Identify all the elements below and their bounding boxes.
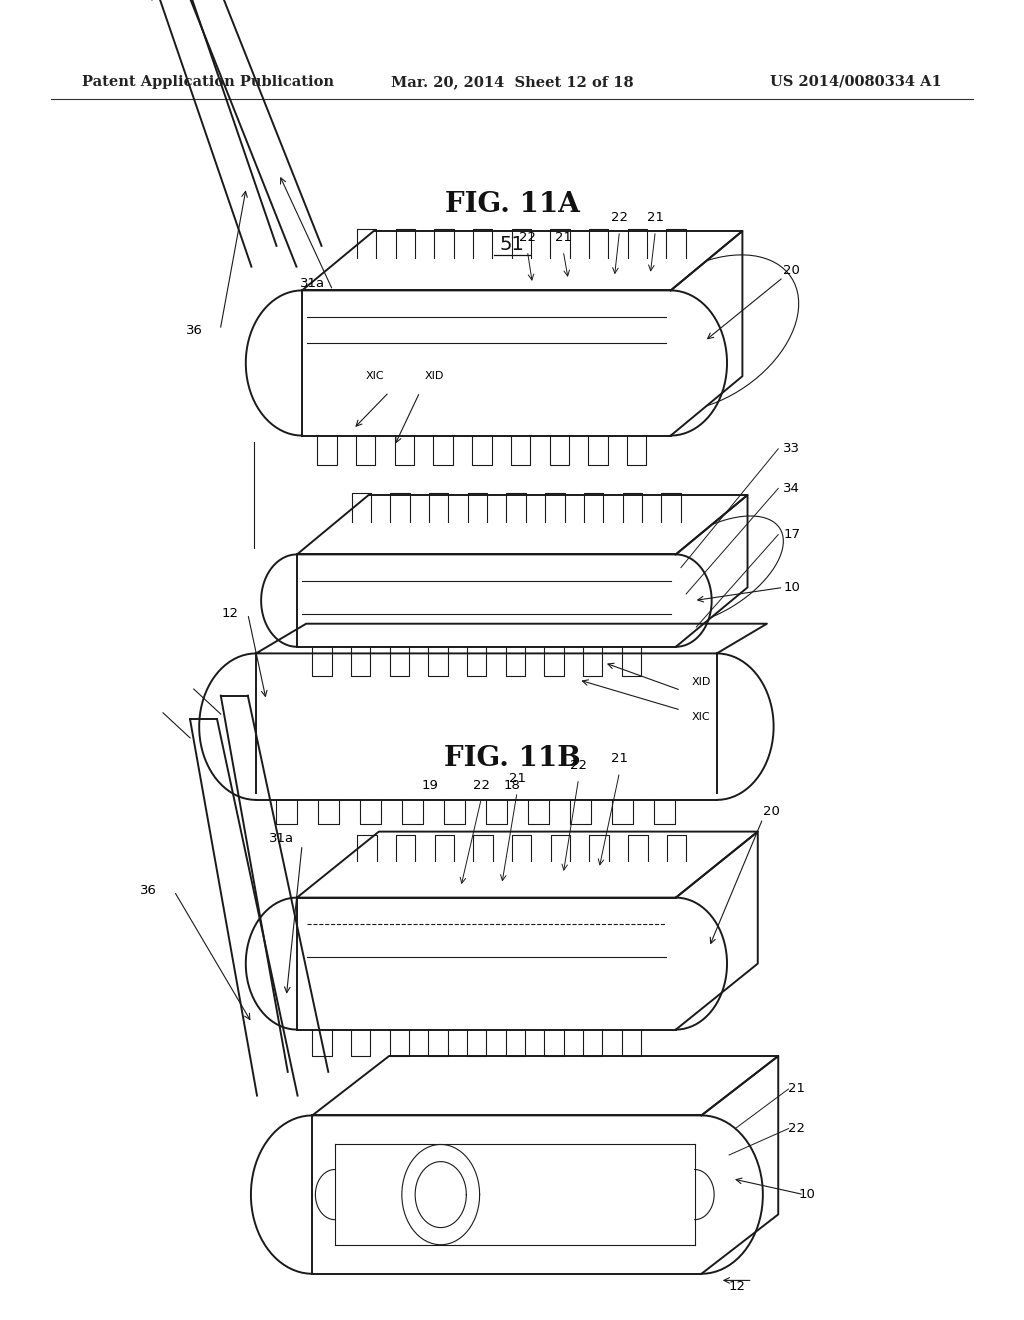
Text: 34: 34 <box>783 482 800 495</box>
Text: 51: 51 <box>500 235 524 253</box>
Text: 17: 17 <box>783 528 801 541</box>
Text: 12: 12 <box>729 1280 745 1294</box>
Text: 21: 21 <box>611 752 628 766</box>
Text: 22: 22 <box>611 211 628 224</box>
Text: US 2014/0080334 A1: US 2014/0080334 A1 <box>770 75 942 88</box>
Text: FIG. 11A: FIG. 11A <box>444 191 580 218</box>
Text: XIC: XIC <box>691 711 710 722</box>
Text: 36: 36 <box>140 884 157 898</box>
Text: XID: XID <box>691 677 711 688</box>
Text: 10: 10 <box>799 1188 815 1201</box>
Text: FIG. 11B: FIG. 11B <box>443 746 581 772</box>
Text: 19: 19 <box>422 779 438 792</box>
Text: 10: 10 <box>783 581 800 594</box>
Text: XID: XID <box>425 371 444 381</box>
Text: 21: 21 <box>509 772 525 785</box>
Text: 20: 20 <box>763 805 779 818</box>
Text: 31a: 31a <box>300 277 325 290</box>
Text: 22: 22 <box>473 779 489 792</box>
Text: 21: 21 <box>555 231 571 244</box>
Text: 20: 20 <box>783 264 800 277</box>
Text: 18: 18 <box>504 779 520 792</box>
Text: Patent Application Publication: Patent Application Publication <box>82 75 334 88</box>
Text: 21: 21 <box>788 1082 806 1096</box>
Text: 33: 33 <box>783 442 801 455</box>
Text: 22: 22 <box>519 231 536 244</box>
Text: 31a: 31a <box>269 832 294 845</box>
Text: 22: 22 <box>788 1122 806 1135</box>
Text: 21: 21 <box>647 211 664 224</box>
Text: 22: 22 <box>570 759 587 772</box>
Text: 12: 12 <box>222 607 239 620</box>
Text: XIC: XIC <box>366 371 384 381</box>
Text: Mar. 20, 2014  Sheet 12 of 18: Mar. 20, 2014 Sheet 12 of 18 <box>391 75 633 88</box>
Text: 36: 36 <box>186 323 203 337</box>
